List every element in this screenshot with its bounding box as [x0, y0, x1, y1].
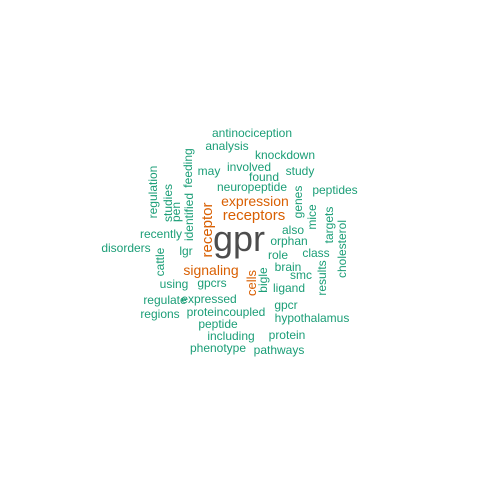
- word-study: study: [286, 164, 315, 178]
- word-gpr: gpr: [213, 218, 265, 259]
- word-protein: protein: [269, 328, 306, 342]
- word-also: also: [282, 223, 304, 237]
- word-may: may: [198, 164, 221, 178]
- word-bigle: bigle: [256, 267, 270, 293]
- word-feeding: feeding: [181, 148, 195, 187]
- word-peptides: peptides: [312, 183, 357, 197]
- word-cells: cells: [244, 270, 259, 297]
- word-knockdown: knockdown: [255, 148, 315, 162]
- word-antinociception: antinociception: [212, 126, 292, 140]
- word-lgr: lgr: [179, 244, 192, 258]
- word-genes: genes: [291, 186, 305, 219]
- word-recently: recently: [140, 227, 182, 241]
- word-results: results: [315, 260, 329, 295]
- word-cattle: cattle: [153, 247, 167, 276]
- word-orphan: orphan: [270, 234, 307, 248]
- word-involved: involved: [227, 160, 271, 174]
- word-smc: smc: [290, 268, 312, 282]
- word-peptide: peptide: [198, 317, 238, 331]
- word-proteincoupled: proteincoupled: [187, 305, 266, 319]
- word-class: class: [302, 246, 329, 260]
- word-regions: regions: [140, 307, 179, 321]
- word-disorders: disorders: [101, 241, 150, 255]
- word-studies: studies: [161, 184, 175, 222]
- word-pathways: pathways: [254, 343, 305, 357]
- word-expressed: expressed: [181, 292, 236, 306]
- word-hypothalamus: hypothalamus: [275, 311, 350, 325]
- word-including: including: [207, 329, 254, 343]
- word-cholesterol: cholesterol: [335, 220, 349, 278]
- word-receptor: receptor: [199, 202, 216, 257]
- word-using: using: [160, 277, 189, 291]
- word-neuropeptide: neuropeptide: [217, 180, 287, 194]
- word-phenotype: phenotype: [190, 341, 246, 355]
- word-gpcr: gpcr: [274, 298, 297, 312]
- word-mice: mice: [305, 204, 319, 230]
- word-pen: pen: [169, 202, 183, 222]
- word-receptors: receptors: [223, 207, 286, 224]
- word-regulation: regulation: [146, 166, 160, 219]
- word-analysis: analysis: [205, 139, 248, 153]
- word-identified: identified: [182, 193, 196, 241]
- word-gpcrs: gpcrs: [197, 276, 226, 290]
- word-regulate: regulate: [143, 293, 187, 307]
- word-brain: brain: [275, 260, 302, 274]
- word-ligand: ligand: [273, 281, 305, 295]
- word-expression: expression: [221, 193, 289, 209]
- word-found: found: [249, 170, 279, 184]
- word-role: role: [268, 248, 288, 262]
- word-targets: targets: [322, 207, 336, 244]
- word-signaling: signaling: [183, 262, 238, 278]
